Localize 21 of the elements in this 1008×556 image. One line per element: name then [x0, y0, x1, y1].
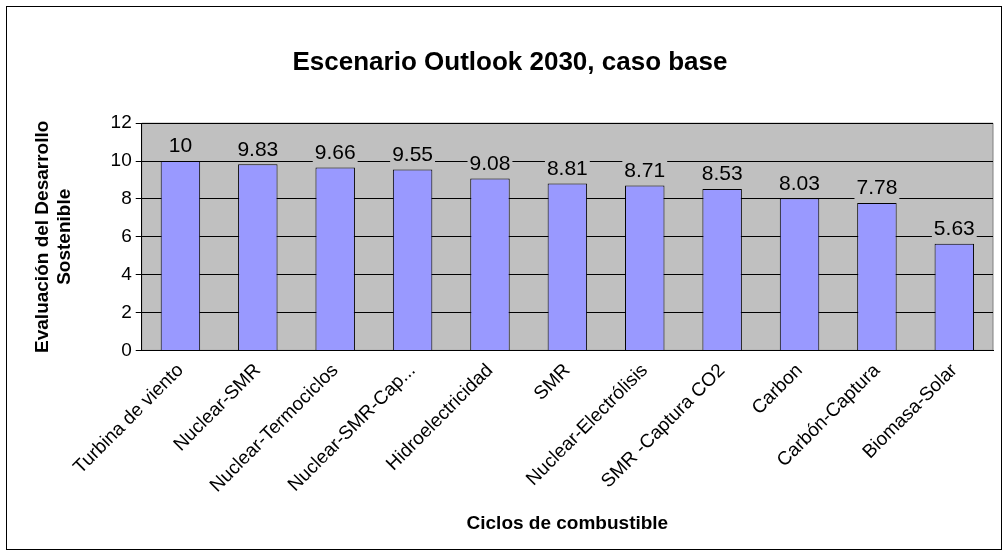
- data-label: 8.53: [701, 161, 743, 185]
- y-tick-label: 4: [121, 262, 133, 284]
- y-tick-label: 0: [121, 338, 132, 360]
- data-label: 8.81: [546, 155, 588, 179]
- y-tick-label: 6: [121, 225, 132, 247]
- chart-title: Escenario Outlook 2030, caso base: [292, 45, 728, 76]
- data-label: 10: [168, 133, 193, 157]
- data-label: 9.55: [392, 141, 434, 165]
- data-label: 9.08: [469, 150, 511, 174]
- data-label: 7.78: [856, 175, 898, 199]
- y-tick-label: 12: [110, 111, 132, 133]
- y-tick-label: 2: [121, 300, 132, 322]
- data-label: 5.63: [933, 216, 975, 240]
- data-label: 9.66: [314, 139, 356, 163]
- data-label: 9.83: [237, 136, 279, 160]
- data-label: 8.71: [624, 157, 666, 181]
- y-axis-title: Evaluación del Desarrollo Sostenible: [30, 120, 75, 353]
- x-axis-title: Ciclos de combustible: [466, 511, 669, 533]
- data-label: 8.03: [779, 170, 820, 194]
- y-tick-label: 10: [110, 149, 132, 171]
- y-tick-label: 8: [121, 187, 132, 209]
